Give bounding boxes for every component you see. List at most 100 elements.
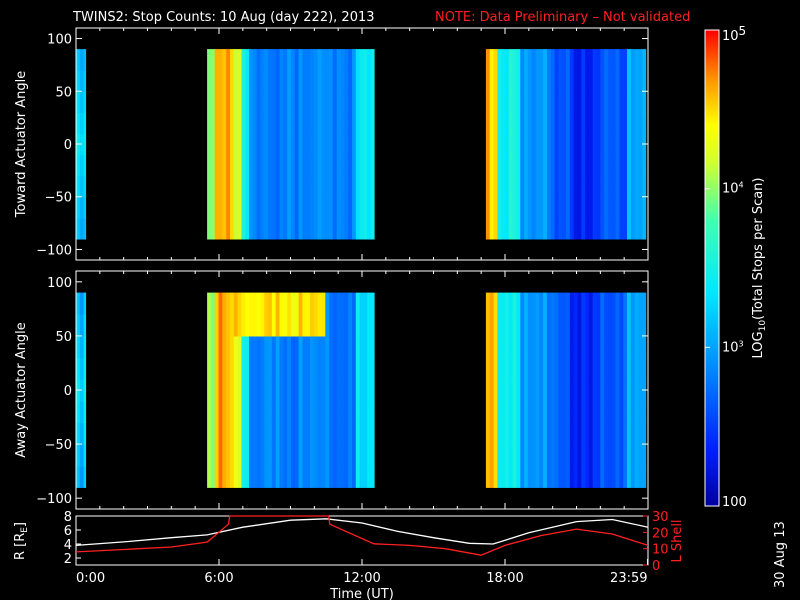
heatmap-cell	[352, 422, 357, 445]
heatmap-cell	[210, 70, 216, 92]
heatmap-cell	[249, 112, 254, 135]
heatmap-cell	[546, 196, 552, 219]
heatmap-cell	[485, 357, 491, 380]
heatmap-cell	[336, 133, 342, 156]
heatmap-cell	[302, 91, 307, 113]
heatmap-cell	[291, 133, 296, 156]
radius-tick-label: 2	[64, 552, 72, 567]
heatmap-cell	[256, 314, 262, 337]
heatmap-cell	[550, 379, 556, 402]
heatmap-cell	[546, 379, 552, 402]
heatmap-cell	[531, 314, 537, 337]
heatmap-cell	[604, 154, 609, 177]
heatmap-cell	[543, 91, 548, 113]
heatmap-cell	[298, 444, 303, 467]
heatmap-cell	[245, 379, 250, 402]
heatmap-cell	[367, 465, 372, 488]
heatmap-cell	[585, 422, 590, 445]
heatmap-cell	[344, 154, 349, 177]
heatmap-cell	[577, 444, 582, 467]
heatmap-cell	[596, 379, 601, 402]
heatmap-cell	[226, 292, 231, 315]
heatmap-cell	[271, 154, 277, 177]
heatmap-cell	[539, 400, 544, 423]
heatmap-cell	[543, 314, 548, 337]
heatmap-cell	[241, 314, 246, 337]
heatmap-cell	[569, 292, 575, 315]
heatmap-cell	[630, 70, 636, 92]
heatmap-cell	[79, 335, 85, 359]
heatmap-cell	[352, 314, 357, 337]
heatmap-cell	[252, 314, 258, 337]
heatmap-cell	[604, 379, 609, 402]
heatmap-cell	[493, 196, 498, 219]
heatmap-cell	[230, 175, 235, 198]
heatmap-cell	[287, 70, 292, 92]
heatmap-cell	[325, 133, 330, 156]
heatmap-cell	[520, 292, 525, 315]
heatmap-cell	[642, 196, 647, 219]
heatmap-cell	[524, 357, 529, 380]
heatmap-cell	[352, 400, 357, 423]
heatmap-cell	[642, 91, 647, 113]
heatmap-cell	[294, 154, 300, 177]
heatmap-cell	[310, 112, 315, 135]
heatmap-cell	[554, 444, 559, 467]
heatmap-cell	[306, 335, 311, 359]
heatmap-cell	[550, 175, 556, 198]
heatmap-cell	[535, 217, 540, 240]
y-tick-label: −100	[36, 492, 72, 507]
heatmap-cell	[512, 357, 517, 380]
heatmap-cell	[600, 196, 605, 219]
heatmap-cell	[485, 314, 491, 337]
heatmap-cell	[359, 217, 364, 240]
heatmap-cell	[332, 357, 338, 380]
heatmap-cell	[573, 217, 578, 240]
y-tick-label: 100	[47, 276, 72, 291]
heatmap-cell	[233, 335, 239, 359]
heatmap-cell	[550, 154, 556, 177]
colorbar-tick-label: 100	[722, 495, 747, 510]
heatmap-cell	[554, 70, 559, 92]
heatmap-cell	[298, 292, 303, 315]
heatmap-cell	[252, 422, 258, 445]
heatmap-cell	[241, 112, 246, 135]
heatmap-cell	[336, 49, 342, 71]
heatmap-cell	[619, 154, 624, 177]
heatmap-cell	[264, 70, 269, 92]
heatmap-cell	[642, 400, 647, 423]
heatmap-cell	[207, 112, 212, 135]
heatmap-cell	[596, 465, 601, 488]
heatmap-cell	[588, 175, 594, 198]
heatmap-cell	[268, 379, 273, 402]
heatmap-cell	[520, 70, 525, 92]
heatmap-cell	[210, 49, 216, 71]
heatmap-cell	[332, 292, 338, 315]
y-tick-label: −50	[45, 191, 72, 206]
heatmap-cell	[546, 314, 552, 337]
heatmap-cell	[558, 217, 563, 240]
heatmap-cell	[493, 292, 498, 315]
heatmap-cell	[317, 133, 323, 156]
heatmap-cell	[325, 335, 330, 359]
heatmap-cell	[531, 49, 537, 71]
heatmap-cell	[340, 154, 345, 177]
heatmap-cell	[249, 133, 254, 156]
heatmap-cell	[336, 112, 342, 135]
heatmap-cell	[237, 70, 242, 92]
heatmap-cell	[558, 335, 563, 359]
heatmap-cell	[252, 465, 258, 488]
heatmap-cell	[332, 112, 338, 135]
heatmap-cell	[291, 175, 296, 198]
heatmap-cell	[642, 465, 647, 488]
heatmap-cell	[329, 400, 334, 423]
heatmap-cell	[527, 217, 533, 240]
heatmap-cell	[642, 335, 647, 359]
heatmap-cell	[524, 112, 529, 135]
heatmap-cell	[524, 314, 529, 337]
heatmap-cell	[371, 444, 375, 467]
heatmap-cell	[550, 112, 556, 135]
heatmap-cell	[619, 217, 624, 240]
heatmap-cell	[630, 217, 636, 240]
heatmap-cell	[604, 196, 609, 219]
